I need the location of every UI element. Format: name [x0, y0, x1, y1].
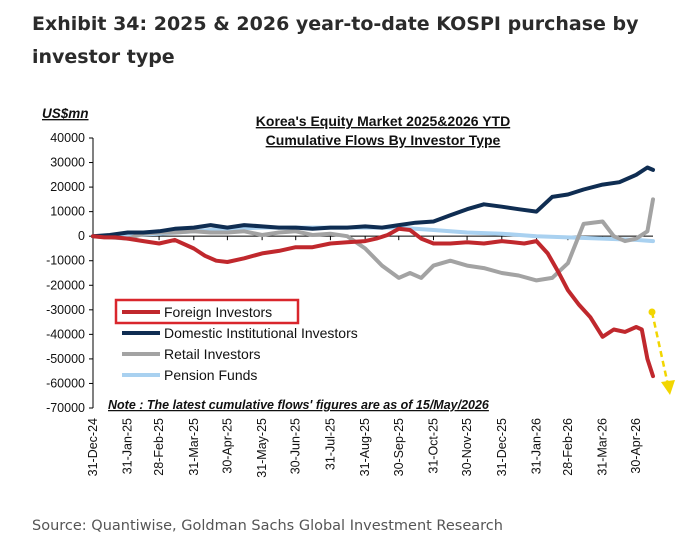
- x-tick-label: 30-Nov-25: [460, 418, 474, 476]
- x-tick-label: 30-Jun-25: [289, 418, 303, 474]
- series-line-domestic-institutional-investors: [91, 165, 655, 239]
- legend-label: Pension Funds: [164, 367, 257, 383]
- x-tick-label: 31-Mar-26: [596, 418, 610, 476]
- y-tick-label: 10000: [50, 205, 85, 219]
- y-tick-label: -70000: [46, 401, 85, 415]
- x-tick-label: 31-Jul-25: [323, 418, 337, 470]
- y-tick-label: -20000: [46, 278, 85, 292]
- chart: 40000 30000 20000 10000 0 -10000 -20000 -30000 -…: [42, 106, 675, 478]
- y-tick-label: 0: [78, 229, 85, 243]
- legend-label: Domestic Institutional Investors: [164, 325, 358, 341]
- source-note: Source: Quantiwise, Goldman Sachs Global…: [32, 518, 503, 534]
- x-tick-label: 31-Mar-25: [187, 418, 201, 476]
- series-layer: [91, 165, 655, 379]
- legend-highlight-box: [114, 298, 300, 325]
- y-tick-label: -30000: [46, 303, 85, 317]
- x-axis: 31-Dec-24 31-Jan-25 28-Feb-25 31-Mar-25 30-A…: [86, 235, 653, 478]
- y-tick-label: -60000: [46, 376, 85, 390]
- series-line-foreign-investors: [91, 226, 655, 379]
- y-tick-label: 20000: [50, 180, 85, 194]
- series-line-retail-investors: [91, 197, 655, 283]
- legend: Foreign Investors Domestic Institutional …: [114, 298, 358, 383]
- chart-title: Korea's Equity Market 2025&2026 YTD: [256, 113, 510, 129]
- x-tick-label: 28-Feb-25: [152, 418, 166, 476]
- x-tick-label: 30-Apr-26: [629, 418, 643, 474]
- x-tick-label: 31-Dec-24: [86, 418, 100, 476]
- legend-label: Foreign Investors: [164, 304, 272, 320]
- x-tick-label: 30-Apr-25: [220, 418, 234, 474]
- annotation-layer: [648, 308, 675, 395]
- x-tick-label: 31-Jan-25: [121, 418, 135, 474]
- x-tick-label: 31-Oct-25: [426, 418, 440, 474]
- y-tick-label: 40000: [50, 131, 85, 145]
- downward-arrow-head: [661, 380, 675, 395]
- chart-subtitle: Cumulative Flows By Investor Type: [266, 132, 501, 148]
- x-tick-label: 28-Feb-26: [561, 418, 575, 476]
- downward-arrow-line: [650, 311, 670, 386]
- chart-note: Note : The latest cumulative flows' figu…: [108, 398, 490, 412]
- x-tick-label: 31-Aug-25: [358, 418, 372, 476]
- x-tick-label: 31-May-25: [255, 418, 269, 478]
- y-tick-label: -50000: [46, 352, 85, 366]
- y-tick-label: -10000: [46, 254, 85, 268]
- x-tick-label: 31-Jan-26: [530, 418, 544, 474]
- y-axis: 40000 30000 20000 10000 0 -10000 -20000 -30000 -…: [46, 131, 94, 415]
- y-tick-label: 30000: [50, 156, 85, 170]
- exhibit-title: Exhibit 34: 2025 & 2026 year-to-date KOS…: [32, 13, 639, 68]
- legend-label: Retail Investors: [164, 346, 260, 362]
- y-axis-unit-label: US$mn: [42, 106, 89, 121]
- y-tick-label: -40000: [46, 327, 85, 341]
- x-tick-label: 30-Sep-25: [392, 418, 406, 476]
- x-tick-label: 31-Dec-25: [495, 418, 509, 476]
